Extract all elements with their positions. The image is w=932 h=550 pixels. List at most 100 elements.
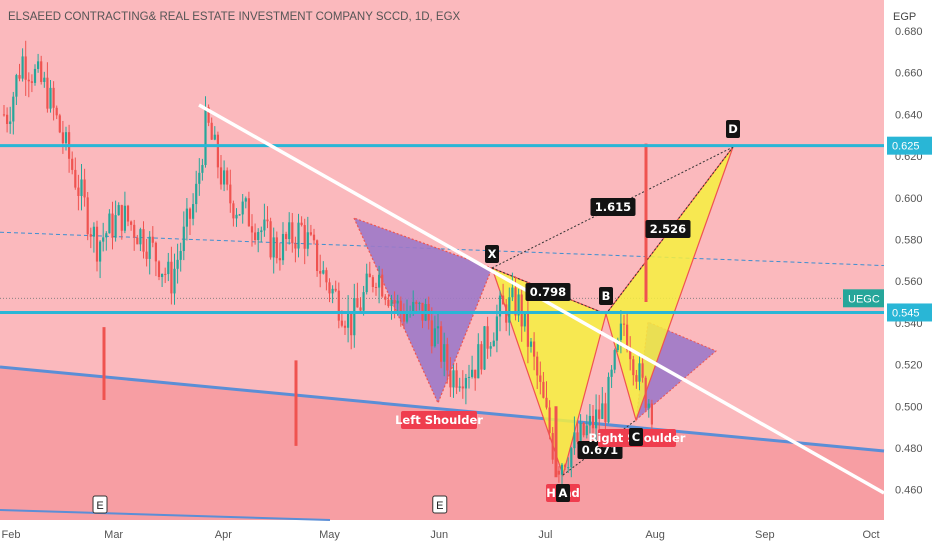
x-tick-label: Apr (215, 529, 232, 541)
candles (2, 40, 653, 487)
ratio-bd-label-text: 2.526 (650, 222, 686, 236)
candle-body (632, 359, 635, 376)
candle (486, 316, 489, 359)
candle-body (396, 300, 399, 304)
candle-body (371, 277, 374, 287)
candle-body (638, 363, 641, 382)
candle (71, 151, 74, 175)
time-axis[interactable]: Feb Mar Apr May Jun Jul Aug Sep Oct (2, 529, 880, 541)
candle (74, 157, 77, 190)
candle (275, 231, 278, 264)
candle (111, 201, 114, 250)
candle-body (285, 233, 288, 240)
point-d-label-bg (726, 120, 740, 138)
candle (390, 294, 393, 320)
candle (151, 226, 154, 248)
candle (120, 204, 123, 240)
candle (573, 416, 576, 455)
candle-body (15, 75, 18, 97)
event-marker-box[interactable] (432, 495, 448, 514)
candle-body (511, 287, 514, 298)
candle-body (343, 325, 347, 328)
candle-body (167, 261, 170, 275)
candle-body (626, 324, 629, 350)
candle (371, 275, 374, 293)
candle (201, 158, 204, 181)
candle-body (37, 61, 40, 69)
candle-body (192, 204, 195, 219)
candle (542, 371, 545, 399)
candle-body (157, 261, 161, 277)
candle (483, 326, 486, 370)
candle-body (111, 213, 114, 238)
candle (536, 351, 539, 389)
candle-body (254, 232, 257, 240)
candle-body (436, 326, 440, 329)
event-marker[interactable]: E (92, 495, 108, 514)
candle-body (151, 236, 154, 243)
candle-body (471, 369, 474, 377)
candle (551, 427, 554, 464)
candle (331, 285, 334, 304)
candle (591, 404, 595, 438)
bottom-channel-line (0, 509, 331, 521)
candle (123, 191, 126, 234)
candle (616, 337, 619, 353)
candle (247, 191, 250, 227)
point-c-label-front: C (629, 428, 643, 446)
candle-body (362, 292, 365, 311)
candle-body (95, 226, 99, 262)
candle-body (241, 201, 244, 215)
candle (570, 446, 573, 478)
candle (254, 223, 257, 245)
candle (576, 421, 579, 445)
candle (89, 227, 92, 249)
candle-body (458, 386, 461, 388)
candle-body (204, 107, 207, 166)
candle (232, 200, 235, 227)
candle (585, 414, 588, 439)
candle-body (123, 205, 126, 231)
candle (368, 261, 371, 278)
candle (294, 236, 297, 263)
channel-support-line (0, 365, 885, 453)
candle-body (353, 298, 356, 336)
candle-body (74, 169, 77, 188)
candle (105, 231, 108, 251)
candle-body (207, 107, 210, 123)
event-marker[interactable]: E (432, 495, 448, 514)
candle (170, 246, 173, 305)
point-x-label-text: X (488, 247, 497, 261)
point-c-label-front-text: C (632, 430, 640, 444)
candle-body (139, 229, 142, 245)
price-axis-panel (884, 0, 932, 550)
candle (108, 209, 111, 234)
x-tick-label: Oct (862, 529, 879, 541)
candle (77, 174, 80, 211)
candle-body (498, 295, 502, 317)
candle-body (477, 344, 480, 379)
candle (433, 315, 436, 348)
candle (517, 288, 520, 322)
candle-body (18, 75, 21, 79)
candle (644, 375, 647, 411)
candle (300, 216, 303, 227)
price-axis[interactable]: 0.6800.6600.6400.6200.6000.5800.5600.540… (843, 26, 932, 497)
candle-body (142, 229, 145, 252)
candle-body (322, 270, 325, 274)
candle-body (80, 179, 83, 196)
x-tick-label: Aug (645, 529, 665, 541)
point-b-label: B (599, 287, 613, 305)
candle (350, 311, 353, 350)
candle-body (309, 232, 312, 235)
candle-body (452, 370, 455, 388)
candle (309, 224, 312, 237)
candle (539, 361, 542, 395)
candle (192, 193, 195, 226)
event-marker-box[interactable] (92, 495, 108, 514)
candle-body (526, 311, 529, 347)
candle (322, 261, 325, 275)
candle (61, 120, 64, 154)
candle-body (108, 213, 111, 234)
